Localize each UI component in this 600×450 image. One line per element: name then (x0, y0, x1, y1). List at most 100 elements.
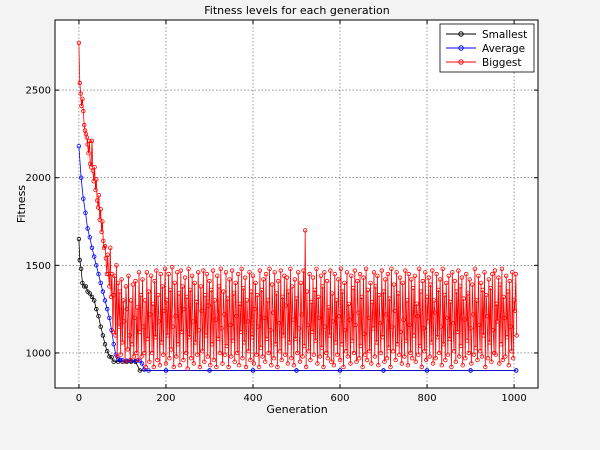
data-point-biggest (361, 275, 366, 280)
data-point-biggest (151, 364, 156, 370)
data-point-biggest (436, 287, 441, 293)
data-point-biggest (391, 282, 397, 287)
data-point-biggest (448, 299, 453, 305)
x-tick-label: 600 (330, 393, 349, 404)
data-point-biggest (503, 354, 508, 359)
data-point-biggest (473, 345, 478, 350)
data-point-biggest (342, 280, 347, 286)
data-point-biggest (326, 305, 331, 310)
data-point-average (250, 368, 256, 373)
data-point-biggest (269, 363, 274, 368)
data-point-biggest (430, 361, 436, 366)
data-point-biggest (245, 319, 250, 324)
data-point-biggest (397, 275, 403, 280)
data-point-biggest (185, 366, 190, 371)
data-point-biggest (433, 356, 438, 361)
data-point-biggest (231, 291, 236, 296)
data-point-biggest (218, 266, 223, 271)
data-point-biggest (202, 359, 207, 364)
data-point-biggest (131, 354, 136, 359)
data-point-biggest (267, 266, 272, 271)
data-point-biggest (206, 303, 211, 308)
data-point-biggest (508, 324, 513, 329)
data-point-biggest (266, 350, 271, 356)
data-point-biggest (116, 324, 122, 329)
series-line-average (78, 146, 517, 371)
data-point-biggest (336, 314, 342, 319)
data-point-smallest (102, 342, 108, 347)
data-point-biggest (165, 333, 170, 338)
data-point-biggest (105, 252, 110, 257)
data-point-biggest (330, 319, 336, 324)
data-point-biggest (488, 285, 493, 291)
data-point-average (111, 342, 116, 347)
data-point-biggest (328, 268, 333, 273)
data-point-biggest (501, 294, 506, 300)
data-point-biggest (475, 357, 480, 363)
data-point-biggest (443, 357, 448, 363)
data-point-biggest (312, 287, 317, 293)
data-point-biggest (314, 266, 319, 271)
data-point-biggest (316, 315, 322, 321)
data-point-biggest (330, 291, 335, 296)
data-point-biggest (343, 328, 348, 333)
data-point-biggest (234, 314, 239, 319)
data-point-smallest (77, 257, 82, 263)
data-point-average (85, 226, 90, 231)
data-point-biggest (98, 207, 103, 212)
data-point-biggest (139, 354, 144, 359)
data-point-biggest (323, 324, 328, 329)
data-point-biggest (255, 292, 260, 298)
data-point-biggest (505, 289, 511, 294)
y-tick-label: 1000 (26, 348, 51, 359)
data-point-biggest (90, 168, 96, 173)
data-point-biggest (281, 333, 286, 338)
data-point-biggest (365, 287, 371, 293)
data-point-biggest (248, 289, 254, 294)
data-point-smallest (80, 280, 85, 286)
data-point-biggest (192, 280, 197, 286)
data-point-biggest (181, 357, 186, 363)
data-point-biggest (180, 284, 185, 289)
data-point-biggest (250, 273, 256, 278)
y-tick-label: 2000 (26, 173, 51, 184)
data-point-biggest (406, 271, 411, 277)
data-point-biggest (147, 359, 152, 364)
data-point-biggest (293, 336, 298, 342)
data-point-biggest (153, 335, 158, 340)
data-point-biggest (504, 335, 510, 340)
data-point-biggest (410, 285, 416, 291)
y-tick-label: 1500 (26, 261, 51, 272)
data-point-smallest (107, 354, 112, 359)
data-point-average (104, 306, 110, 312)
data-point-biggest (242, 340, 247, 345)
data-point-biggest (431, 298, 437, 303)
data-point-biggest (101, 238, 106, 243)
data-point-biggest (457, 354, 462, 359)
data-point-biggest (350, 338, 355, 343)
data-point-biggest (155, 357, 160, 363)
data-point-average (100, 289, 106, 294)
data-point-biggest (324, 278, 330, 284)
data-point-biggest (113, 333, 118, 338)
data-point-biggest (168, 287, 173, 293)
data-point-biggest (176, 291, 182, 296)
data-point-biggest (200, 349, 205, 354)
data-point-biggest (450, 270, 455, 275)
data-point-biggest (253, 280, 258, 286)
data-point-biggest (337, 357, 343, 363)
data-point-biggest (229, 268, 235, 273)
data-point-biggest (86, 150, 91, 156)
data-point-biggest (246, 349, 251, 354)
axis-ticks: 0 200 400 600 800 1000 1000 1500 2000 2500 (26, 20, 538, 404)
data-point-smallest (81, 284, 87, 289)
data-point-biggest (424, 294, 430, 300)
data-point-biggest (444, 315, 450, 321)
data-point-biggest (378, 350, 384, 356)
data-point-biggest (430, 268, 435, 273)
data-point-biggest (243, 364, 249, 370)
chart-title: Fitness levels for each generation (204, 4, 389, 17)
data-point-biggest (195, 352, 200, 357)
data-point-biggest (323, 350, 329, 356)
data-point-biggest (417, 343, 423, 349)
